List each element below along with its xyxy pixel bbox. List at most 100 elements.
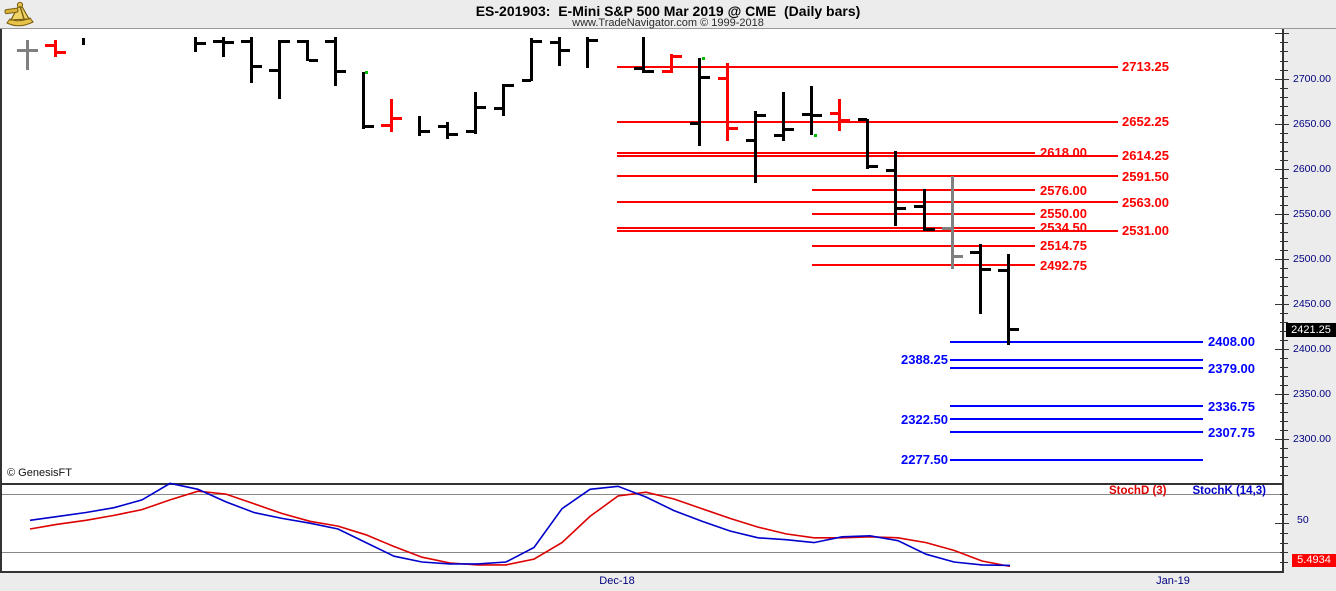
main-chart-panel[interactable] [2, 29, 1283, 483]
bar-range-line [221, 37, 225, 58]
ohlc-bar [829, 97, 851, 133]
support-level-line[interactable] [950, 340, 1203, 343]
resistance-level-line[interactable] [812, 264, 1035, 267]
resistance-level-label[interactable]: 2614.25 [1122, 148, 1169, 164]
bar-close-tick [1009, 328, 1019, 332]
support-level-line[interactable] [950, 405, 1203, 408]
ohlc-bar [297, 38, 318, 63]
bar-range-line [810, 85, 814, 136]
price-axis-minor-tick [1280, 340, 1288, 342]
bar-range-line [1006, 253, 1010, 346]
bar-range-line [530, 38, 533, 82]
price-axis-minor-tick [1280, 367, 1288, 369]
resistance-level-label[interactable]: 2550.00 [1040, 206, 1087, 222]
resistance-level-label[interactable]: 2531.00 [1122, 223, 1169, 239]
ohlc-bar [998, 252, 1019, 348]
bar-open-tick [549, 40, 559, 44]
resistance-level-label[interactable]: 2591.50 [1122, 168, 1169, 184]
price-axis-minor-tick [1280, 475, 1288, 477]
bar-close-tick [364, 125, 374, 129]
signal-marker-dot [813, 134, 817, 138]
price-axis-major-tick [1275, 213, 1289, 215]
bar-close-tick [925, 227, 935, 231]
bar-close-tick [841, 119, 851, 123]
price-axis-minor-tick [1280, 87, 1288, 89]
resistance-level-label[interactable]: 2563.00 [1122, 194, 1169, 210]
bar-close-tick [308, 58, 318, 62]
support-level-line[interactable] [950, 431, 1203, 434]
bar-close-tick [953, 255, 963, 259]
bar-open-tick [661, 69, 671, 73]
resistance-level-label[interactable]: 2492.75 [1040, 257, 1087, 273]
resistance-level-line[interactable] [617, 151, 1035, 154]
bar-open-tick [437, 125, 447, 129]
price-axis-minor-tick [1280, 240, 1288, 242]
ohlc-bar [185, 35, 206, 54]
time-axis-strip[interactable] [0, 573, 1283, 591]
bar-close-tick [252, 64, 262, 68]
bar-close-tick [336, 69, 346, 73]
ohlc-bar [773, 90, 795, 143]
bar-close-tick [729, 127, 739, 131]
bar-range-line [25, 40, 29, 71]
bar-range-line [502, 83, 505, 116]
support-level-label[interactable]: 2408.00 [1208, 334, 1255, 350]
stoch-k-legend-label[interactable]: StochK (14,3) [1192, 485, 1267, 497]
bar-close-tick [477, 106, 486, 110]
resistance-level-line[interactable] [617, 65, 1118, 68]
bar-range-line [866, 118, 870, 169]
resistance-level-label[interactable]: 2514.75 [1040, 238, 1087, 254]
price-axis-strip[interactable] [1283, 29, 1336, 591]
resistance-level-label[interactable]: 2652.25 [1122, 114, 1169, 130]
ohlc-bar [745, 109, 767, 185]
support-level-line[interactable] [950, 367, 1203, 369]
support-level-line[interactable] [950, 418, 1203, 420]
bar-open-tick [213, 39, 223, 43]
resistance-level-line[interactable] [617, 229, 1118, 232]
support-level-line[interactable] [950, 458, 1203, 461]
resistance-level-line[interactable] [812, 244, 1035, 247]
support-level-label[interactable]: 2336.75 [1208, 398, 1255, 414]
price-axis-minor-tick [1280, 421, 1288, 423]
stoch-axis-minor-tick [1280, 532, 1288, 534]
price-axis-minor-tick [1280, 457, 1288, 459]
ohlc-bar [578, 35, 599, 70]
support-level-label[interactable]: 2388.25 [901, 352, 948, 368]
ohlc-bar [885, 149, 907, 229]
panel-top-border [0, 28, 1336, 29]
resistance-level-label[interactable]: 2713.25 [1122, 59, 1169, 74]
price-axis-minor-tick [1280, 466, 1288, 468]
ohlc-bar [521, 36, 543, 83]
price-axis-major-tick [1275, 168, 1289, 170]
price-axis-minor-tick [1280, 195, 1288, 197]
support-level-line[interactable] [950, 358, 1203, 361]
bar-range-line [670, 53, 674, 74]
stoch-d-legend-label[interactable]: StochD (3) [1109, 485, 1167, 497]
support-level-label[interactable]: 2379.00 [1208, 360, 1255, 376]
ohlc-bar [801, 84, 823, 138]
price-axis-line [1282, 29, 1284, 573]
bar-close-tick [420, 130, 430, 134]
ohlc-bar [717, 61, 739, 143]
price-axis-minor-tick [1280, 204, 1288, 206]
ohlc-bar [213, 35, 234, 59]
resistance-level-line[interactable] [617, 201, 1118, 204]
price-axis-minor-tick [1280, 448, 1288, 450]
price-axis-minor-tick [1280, 276, 1288, 278]
price-axis-minor-tick [1280, 249, 1288, 251]
resistance-level-label[interactable]: 2576.00 [1040, 182, 1087, 198]
support-level-label[interactable]: 2307.75 [1208, 424, 1255, 440]
ohlc-bar [689, 56, 711, 148]
price-axis-minor-tick [1280, 286, 1288, 287]
bar-range-line [586, 37, 590, 69]
price-axis-minor-tick [1280, 331, 1288, 333]
resistance-level-line[interactable] [617, 175, 1118, 178]
support-level-label[interactable]: 2322.50 [901, 411, 948, 427]
ohlc-bar [269, 38, 290, 100]
bar-close-tick [981, 268, 991, 272]
bar-range-line [81, 38, 85, 46]
resistance-level-line[interactable] [617, 226, 1035, 229]
app-logo [3, 1, 41, 28]
bar-range-line [249, 37, 253, 84]
support-level-label[interactable]: 2277.50 [901, 452, 948, 468]
